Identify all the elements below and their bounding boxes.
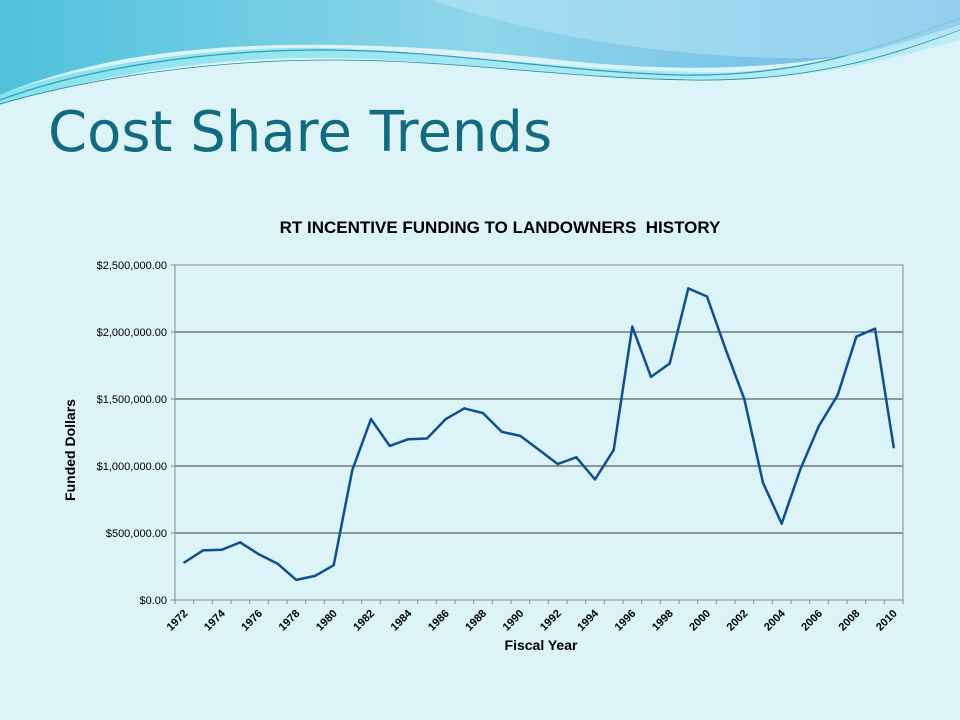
x-tick-label: 1982 xyxy=(351,608,377,634)
data-point-2010 xyxy=(892,446,895,449)
data-point-1989 xyxy=(500,430,503,434)
data-point-1995 xyxy=(612,448,615,452)
x-tick-label: 1974 xyxy=(202,607,228,633)
x-axis-ticks: 1972 1974 1976 1978 1980 1982 1984 1986 1988 1990… xyxy=(165,600,904,634)
data-point-2005 xyxy=(799,468,802,471)
data-point-1987 xyxy=(463,407,466,410)
data-point-1997 xyxy=(649,375,653,379)
data-point-2009 xyxy=(873,327,877,330)
x-axis-label: Fiscal Year xyxy=(505,637,578,653)
x-tick-label: 1986 xyxy=(426,608,452,634)
data-point-1977 xyxy=(276,562,279,566)
x-tick-label: 1996 xyxy=(613,608,639,634)
x-tick-label: 1998 xyxy=(650,608,676,634)
y-tick-label: $1,500,000.00 xyxy=(97,394,167,406)
data-point-1999 xyxy=(687,287,690,290)
data-point-1986 xyxy=(444,417,447,421)
y-tick-label: $500,000.00 xyxy=(106,528,167,540)
x-tick-label: 2008 xyxy=(837,608,863,634)
x-tick-label: 1976 xyxy=(239,608,265,634)
y-tick-label: $2,000,000.00 xyxy=(97,327,167,339)
x-tick-label: 1994 xyxy=(575,607,601,633)
data-point-1985 xyxy=(425,437,429,440)
data-point-1980 xyxy=(332,563,335,567)
data-point-1972 xyxy=(183,561,186,564)
data-point-1993 xyxy=(575,456,578,459)
data-point-2007 xyxy=(836,393,839,397)
data-point-2008 xyxy=(855,335,858,338)
y-axis-ticks: $0.00 $500,000.00 $1,000,000.00 $1,500,000.… xyxy=(97,260,175,607)
data-point-1990 xyxy=(519,434,522,438)
y-tick-label: $2,500,000.00 xyxy=(97,260,167,272)
data-point-1994 xyxy=(593,478,597,481)
chart-gridlines xyxy=(175,331,903,534)
data-point-1979 xyxy=(313,574,317,578)
data-point-1975 xyxy=(239,541,242,544)
x-tick-label: 1984 xyxy=(389,607,415,633)
data-point-2002 xyxy=(743,397,746,401)
data-point-1984 xyxy=(407,438,410,441)
y-tick-label: $0.00 xyxy=(139,595,167,607)
decorative-wave-banner xyxy=(0,0,960,105)
x-tick-label: 2000 xyxy=(687,608,713,634)
data-point-1998 xyxy=(668,362,671,365)
x-tick-label: 1978 xyxy=(277,608,303,634)
plot-area-frame xyxy=(174,264,904,601)
data-point-1976 xyxy=(257,553,261,556)
data-points xyxy=(183,287,895,582)
data-point-1991 xyxy=(537,448,541,452)
x-tick-label: 1992 xyxy=(538,608,564,634)
x-tick-label: 1980 xyxy=(314,608,340,634)
slide-title: Cost Share Trends xyxy=(48,100,553,165)
data-point-1988 xyxy=(481,411,485,415)
x-tick-label: 2010 xyxy=(874,608,900,634)
chart-title: RT INCENTIVE FUNDING TO LANDOWNERS HISTO… xyxy=(280,218,721,237)
y-axis-label: Funded Dollars xyxy=(62,399,78,501)
y-tick-label: $1,000,000.00 xyxy=(97,461,167,473)
x-tick-label: 2004 xyxy=(762,607,788,633)
data-point-2006 xyxy=(817,424,821,427)
data-point-1974 xyxy=(220,548,223,551)
data-point-1978 xyxy=(295,578,298,582)
data-point-2001 xyxy=(724,348,727,351)
data-point-2004 xyxy=(780,522,783,525)
x-tick-label: 2006 xyxy=(799,608,825,634)
data-point-1996 xyxy=(631,325,634,328)
data-point-1982 xyxy=(369,417,373,421)
data-point-1973 xyxy=(201,549,205,552)
data-point-1981 xyxy=(351,468,354,472)
data-point-1983 xyxy=(388,444,391,448)
data-point-2003 xyxy=(761,481,765,484)
x-tick-label: 1988 xyxy=(463,608,489,634)
x-tick-label: 1990 xyxy=(501,608,527,634)
x-tick-label: 1972 xyxy=(165,608,191,634)
x-tick-label: 2002 xyxy=(725,608,751,634)
data-point-1992 xyxy=(556,462,559,466)
data-point-2000 xyxy=(705,295,709,298)
